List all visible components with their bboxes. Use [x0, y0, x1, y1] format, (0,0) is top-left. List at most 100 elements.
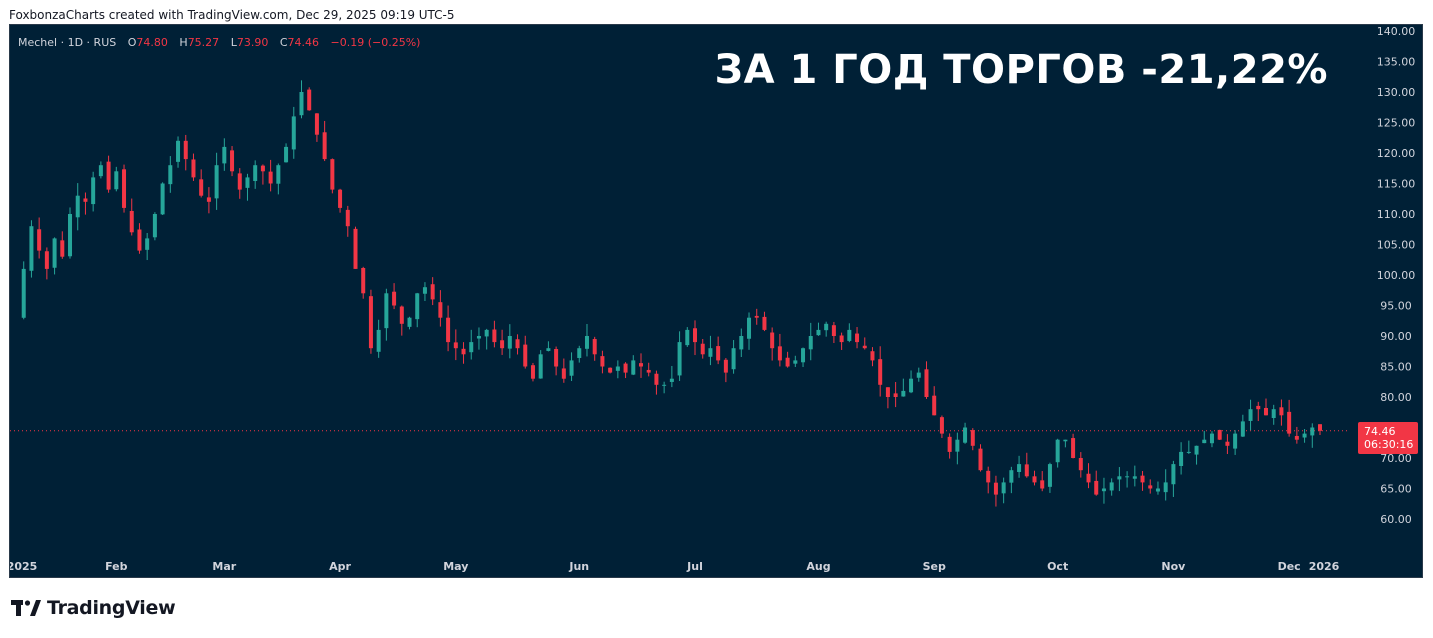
candle-body — [399, 306, 404, 324]
candle-body — [392, 291, 397, 306]
candle-body — [376, 329, 381, 352]
candle-body — [446, 317, 451, 343]
candle-body — [1302, 433, 1307, 438]
candle-body — [129, 210, 134, 233]
candle-body — [1078, 458, 1083, 471]
y-tick-label: 125.00 — [1377, 117, 1416, 130]
candle-body — [260, 165, 265, 172]
candle-body — [1225, 441, 1230, 446]
candle-body — [160, 183, 165, 215]
candle-body — [669, 378, 674, 382]
candle-body — [862, 345, 867, 349]
candle-body — [469, 342, 474, 353]
candle-body — [1024, 464, 1029, 477]
x-tick-label: May — [443, 560, 468, 573]
candle-body — [291, 116, 296, 150]
candle-body — [538, 354, 543, 379]
candle-body — [700, 343, 705, 355]
candle-body — [484, 329, 489, 337]
x-tick-label: Apr — [329, 560, 351, 573]
legend-close-label: C — [279, 36, 288, 49]
candle-body — [338, 189, 343, 208]
y-tick-label: 80.00 — [1380, 391, 1412, 404]
legend-change: −0.19 (−0.25%) — [330, 36, 421, 49]
candle-body — [1256, 405, 1261, 410]
candle-body — [909, 378, 914, 393]
candle-body — [716, 346, 721, 361]
candle-body — [430, 284, 435, 300]
candle-body — [476, 336, 481, 339]
candle-body — [978, 448, 983, 471]
candle-body — [137, 229, 142, 251]
candle-body — [191, 159, 196, 178]
headline-annotation: ЗА 1 ГОД ТОРГОВ -21,22% — [714, 47, 1328, 93]
candle-body — [723, 359, 728, 373]
y-tick-label: 115.00 — [1377, 178, 1416, 191]
candle-body — [963, 427, 968, 443]
candle-body — [1271, 409, 1276, 419]
legend-close-value: 74.46 — [287, 36, 320, 49]
candle-body — [1047, 464, 1052, 487]
candle-body — [1009, 470, 1014, 483]
candle-body — [685, 329, 690, 346]
candle-body — [1101, 488, 1106, 492]
candle-body — [592, 339, 597, 355]
legend-open-value: 74.80 — [136, 36, 168, 49]
candle-body — [1017, 464, 1022, 472]
candle-body — [422, 287, 427, 294]
candle-body — [307, 89, 312, 111]
legend-open-label: O — [127, 36, 137, 49]
candle-body — [222, 146, 227, 164]
candle-body — [199, 179, 204, 196]
candle-body — [245, 177, 250, 188]
candle-body — [168, 165, 173, 185]
candle-body — [206, 197, 211, 202]
candle-body — [500, 340, 505, 349]
candle-body — [739, 336, 744, 350]
ohlc-legend: Mechel · 1D · RUS O74.80 H75.27 L73.90 C… — [18, 36, 420, 49]
y-tick-label: 105.00 — [1377, 239, 1416, 252]
x-tick-label: Jul — [686, 560, 703, 573]
candle-body — [530, 365, 535, 379]
x-tick-label: Sep — [923, 560, 946, 573]
chart-panel[interactable]: 140.00 135.00 130.00 125.00 120.00 115.00 110.… — [9, 24, 1423, 578]
x-tick-label: 2026 — [1309, 560, 1340, 573]
candle-body — [577, 348, 582, 358]
y-tick-label: 65.00 — [1380, 483, 1412, 496]
candle-body — [677, 342, 682, 376]
candle-body — [83, 198, 88, 202]
candle-body — [98, 165, 103, 177]
candle-body — [816, 329, 821, 336]
candle-body — [322, 132, 327, 160]
candle-body — [1063, 439, 1068, 442]
candle-body — [145, 238, 150, 250]
candlestick-chart[interactable]: 140.00 135.00 130.00 125.00 120.00 115.00 110.… — [10, 25, 1424, 579]
y-tick-label: 130.00 — [1377, 86, 1416, 99]
candle-body — [1263, 407, 1268, 416]
candle-body — [1032, 476, 1037, 483]
candle-body — [75, 195, 80, 218]
candle-body — [747, 317, 752, 339]
candle-body — [384, 293, 389, 329]
candle-body — [52, 238, 57, 268]
candle-body — [284, 146, 289, 163]
candle-body — [785, 357, 790, 367]
candle-body — [1179, 451, 1184, 467]
y-tick-label: 135.00 — [1377, 56, 1416, 69]
candle-body — [407, 317, 412, 327]
candle-body — [21, 268, 26, 318]
x-tick-label: Aug — [806, 560, 830, 573]
candle-body — [955, 439, 960, 452]
candle-body — [708, 348, 713, 357]
candle-body — [801, 348, 806, 363]
candle-body — [831, 325, 836, 336]
candle-body — [793, 360, 798, 364]
tradingview-logo[interactable]: TradingView — [11, 597, 176, 619]
candle-body — [415, 293, 420, 320]
candle-body — [1132, 476, 1137, 479]
candle-body — [268, 171, 273, 184]
candle-body — [1171, 464, 1176, 485]
candle-body — [777, 346, 782, 361]
candle-body — [1318, 424, 1322, 431]
candle-body — [808, 336, 813, 350]
